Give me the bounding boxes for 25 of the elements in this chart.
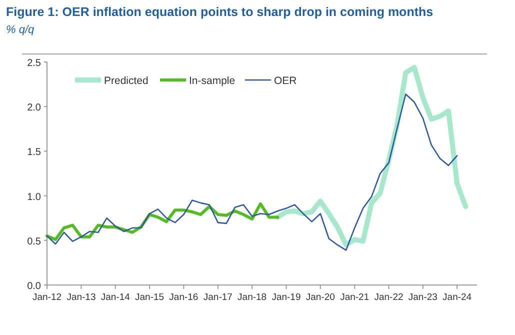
x-tick-label: Jan-19	[272, 292, 301, 303]
x-tick-label: Jan-22	[374, 292, 404, 303]
legend-label: OER	[274, 75, 298, 87]
legend-label: Predicted	[104, 75, 149, 87]
y-tick-label: 1.0	[27, 192, 42, 203]
x-tick-label: Jan-24	[442, 292, 472, 303]
x-tick-label: Jan-12	[32, 292, 62, 303]
x-tick-label: Jan-17	[203, 292, 232, 303]
x-tick-label: Jan-18	[238, 292, 267, 303]
x-tick-label: Jan-16	[169, 292, 198, 303]
line-series	[46, 93, 458, 251]
y-tick-label: 0.0	[27, 281, 42, 292]
y-tick-label: 1.5	[27, 147, 42, 158]
y-tick-label: 2.0	[27, 102, 42, 114]
x-tick-label: Jan-23	[408, 292, 438, 303]
y-tick-label: 2.5	[27, 58, 42, 69]
chart-title: Figure 1: OER inflation equation points to sharp drop in coming months	[6, 5, 434, 19]
x-tick-label: Jan-21	[340, 292, 370, 303]
chart-subtitle: % q/q	[6, 24, 36, 36]
x-tick-label: Jan-15	[135, 292, 164, 303]
x-tick-label: Jan-13	[66, 292, 96, 303]
y-tick-label: 0.5	[27, 236, 42, 248]
x-tick-label: Jan-20	[306, 292, 335, 303]
legend-label: In-sample	[189, 75, 236, 87]
x-tick-label: Jan-14	[100, 292, 130, 303]
